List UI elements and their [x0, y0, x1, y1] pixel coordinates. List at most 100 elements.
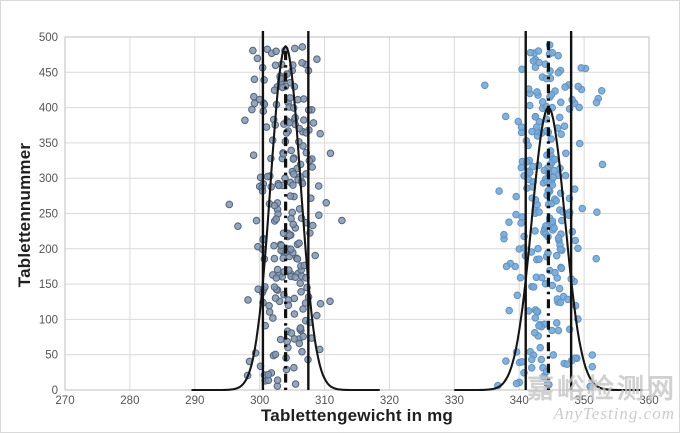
scatter-point: [560, 122, 569, 130]
scatter-point: [244, 296, 252, 304]
scatter-point: [285, 231, 294, 239]
scatter-point: [555, 113, 564, 122]
scatter-point: [286, 94, 294, 102]
scatter-point: [290, 310, 299, 318]
scatter-point: [597, 87, 606, 95]
scatter-point: [530, 329, 539, 337]
scatter-point: [592, 254, 601, 263]
scatter-point: [270, 283, 279, 291]
scatter-point: [552, 197, 561, 205]
scatter-point: [277, 241, 286, 250]
scatter-point: [248, 105, 256, 114]
x-axis-title: Tablettengewicht in mg: [260, 406, 454, 425]
scatter-point: [249, 151, 258, 159]
scatter-point: [291, 44, 299, 53]
scatter-point: [548, 217, 557, 226]
scatter-point: [554, 234, 563, 242]
scatter-point: [338, 216, 346, 225]
scatter-point: [549, 351, 558, 359]
scatter-point: [269, 314, 277, 322]
scatter-point: [577, 64, 586, 72]
scatter-point: [574, 244, 582, 253]
scatter-point: [252, 216, 261, 225]
x-tick-label: 360: [639, 395, 658, 407]
x-tick-label: 330: [445, 395, 464, 407]
scatter-point: [557, 130, 566, 138]
scatter-point: [500, 230, 508, 239]
scatter-point: [293, 255, 302, 263]
scatter-point: [313, 55, 321, 64]
scatter-point: [290, 363, 298, 372]
scatter-point: [512, 379, 521, 388]
scatter-point: [563, 360, 571, 369]
scatter-point: [526, 168, 534, 177]
scatter-point: [234, 222, 242, 230]
scatter-point: [575, 139, 584, 148]
y-tick-label: 150: [39, 279, 58, 291]
scatter-point: [315, 211, 323, 219]
scatter-point: [288, 208, 297, 217]
normal-curve-left-cluster: [191, 45, 380, 392]
scatter-point: [554, 68, 563, 77]
scatter-point: [534, 47, 543, 55]
scatter-point: [514, 117, 523, 126]
y-tick-label: 500: [39, 32, 58, 44]
scatter-point: [291, 380, 300, 388]
scatter-point: [275, 181, 283, 190]
scatter-point: [326, 149, 335, 158]
scatter-point: [552, 251, 561, 260]
scatter-point: [527, 364, 536, 372]
y-tick-label: 100: [39, 314, 58, 326]
scatter-point: [295, 239, 303, 247]
x-tick-labels: 270 280 290 300 310 320 330 340 350 360: [55, 395, 658, 407]
scatter-point: [534, 244, 542, 253]
scatter-point: [531, 113, 540, 121]
scatter-point: [270, 241, 278, 250]
x-tick-label: 320: [380, 395, 399, 407]
scatter-point: [314, 182, 323, 190]
scatter-point: [271, 350, 280, 359]
scatter-point: [554, 326, 563, 335]
scatter-point: [272, 47, 280, 56]
scatter-point: [299, 332, 308, 341]
scatter-point: [550, 224, 559, 232]
y-tick-label: 300: [39, 173, 58, 185]
scatter-point: [518, 358, 526, 366]
scatter-point: [322, 199, 331, 207]
scatter-point: [556, 245, 565, 254]
scatter-point: [551, 268, 559, 277]
y-tick-label: 250: [39, 209, 58, 221]
scatter-point: [265, 308, 274, 316]
scatter-point: [537, 355, 546, 364]
scatter-point: [555, 284, 564, 293]
scatter-point: [551, 155, 559, 164]
y-tick-label: 0: [52, 385, 58, 397]
scatter-point: [241, 116, 249, 125]
scatter-point: [588, 362, 597, 371]
scatter-point: [557, 264, 566, 273]
scatter-point: [272, 215, 281, 223]
scatter-point: [309, 221, 317, 230]
scatter-point: [561, 171, 570, 180]
scatter-point: [535, 58, 543, 67]
y-tick-label: 200: [39, 244, 58, 256]
scatter-point: [495, 187, 503, 195]
x-tick-label: 290: [185, 395, 204, 407]
scatter-point: [298, 59, 306, 67]
scatter-point: [289, 181, 297, 189]
scatter-point: [535, 255, 543, 264]
scatter-point: [526, 48, 535, 57]
x-tick-label: 270: [55, 395, 74, 407]
scatter-point: [578, 204, 587, 213]
scatter-point: [593, 208, 601, 216]
scatter-point: [272, 274, 281, 282]
scatter-point: [270, 201, 279, 210]
scatter-point: [505, 306, 514, 315]
scatter-point: [501, 112, 510, 121]
scatter-point: [505, 218, 513, 226]
y-tick-label: 50: [45, 350, 58, 362]
scatter-point: [575, 103, 584, 112]
scatter-point: [556, 298, 565, 307]
scatter-point: [295, 339, 304, 348]
